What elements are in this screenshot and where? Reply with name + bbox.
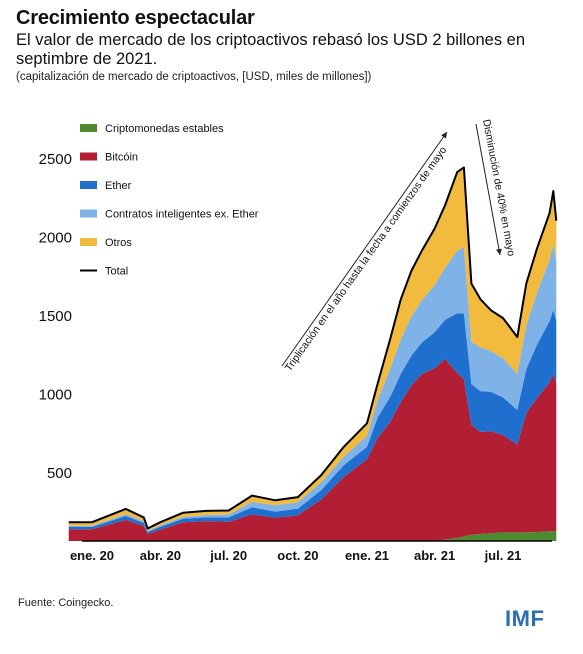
chart-title: Crecimiento espectacular bbox=[16, 7, 255, 29]
x-tick-label: abr. 20 bbox=[140, 548, 181, 563]
y-tick-labels: 500 1000 1500 2000 2500 bbox=[39, 151, 72, 482]
y-tick-label: 2000 bbox=[39, 230, 72, 247]
up-arrow bbox=[281, 131, 448, 367]
legend-swatch bbox=[80, 209, 97, 218]
legend-swatch bbox=[80, 238, 97, 246]
legend-swatch bbox=[80, 181, 97, 189]
y-tick-label: 1500 bbox=[39, 308, 72, 325]
down-annotation: Disminución de 40% en mayo bbox=[480, 118, 517, 257]
imf-logo: IMF bbox=[505, 606, 545, 631]
x-tick-label: oct. 20 bbox=[277, 548, 318, 563]
x-tick-label: abr. 21 bbox=[414, 548, 455, 563]
legend-label: Criptomonedas estables bbox=[105, 123, 224, 135]
x-tick-label: ene. 21 bbox=[345, 548, 389, 563]
legend-label: Total bbox=[105, 266, 128, 278]
stacked-areas bbox=[68, 166, 558, 541]
x-tick-label: jul. 20 bbox=[209, 548, 247, 563]
legend-label: Otros bbox=[105, 237, 132, 249]
area-series-4 bbox=[68, 167, 557, 531]
legend-swatch bbox=[80, 152, 97, 161]
x-tick-label: ene. 20 bbox=[70, 548, 114, 563]
legend-swatch bbox=[80, 124, 97, 132]
y-tick-label: 1000 bbox=[39, 387, 72, 404]
legend: Criptomonedas estables Bitcóin Ether Contra… bbox=[80, 123, 259, 278]
x-tick-label: jul. 21 bbox=[484, 548, 522, 563]
area-series-0 bbox=[68, 531, 557, 541]
area-series-3 bbox=[68, 243, 557, 532]
chart-subtitle: El valor de mercado de los criptoactivos… bbox=[16, 31, 526, 68]
total-line bbox=[68, 166, 558, 530]
area-series-2 bbox=[68, 309, 557, 534]
legend-label: Ether bbox=[105, 180, 132, 192]
legend-label: Bitcóin bbox=[105, 152, 138, 164]
y-tick-label: 500 bbox=[47, 465, 72, 482]
area-series-1 bbox=[68, 359, 557, 541]
source-note: Fuente: Coingecko. bbox=[18, 597, 114, 609]
units-note: (capitalización de mercado de criptoacti… bbox=[16, 71, 372, 83]
x-tick-labels: ene. 20 abr. 20 jul. 20 oct. 20 ene. 21 abr. … bbox=[70, 548, 521, 563]
legend-label: Contratos inteligentes ex. Ether bbox=[105, 209, 259, 221]
down-arrow bbox=[475, 123, 502, 256]
y-tick-label: 2500 bbox=[39, 151, 72, 168]
